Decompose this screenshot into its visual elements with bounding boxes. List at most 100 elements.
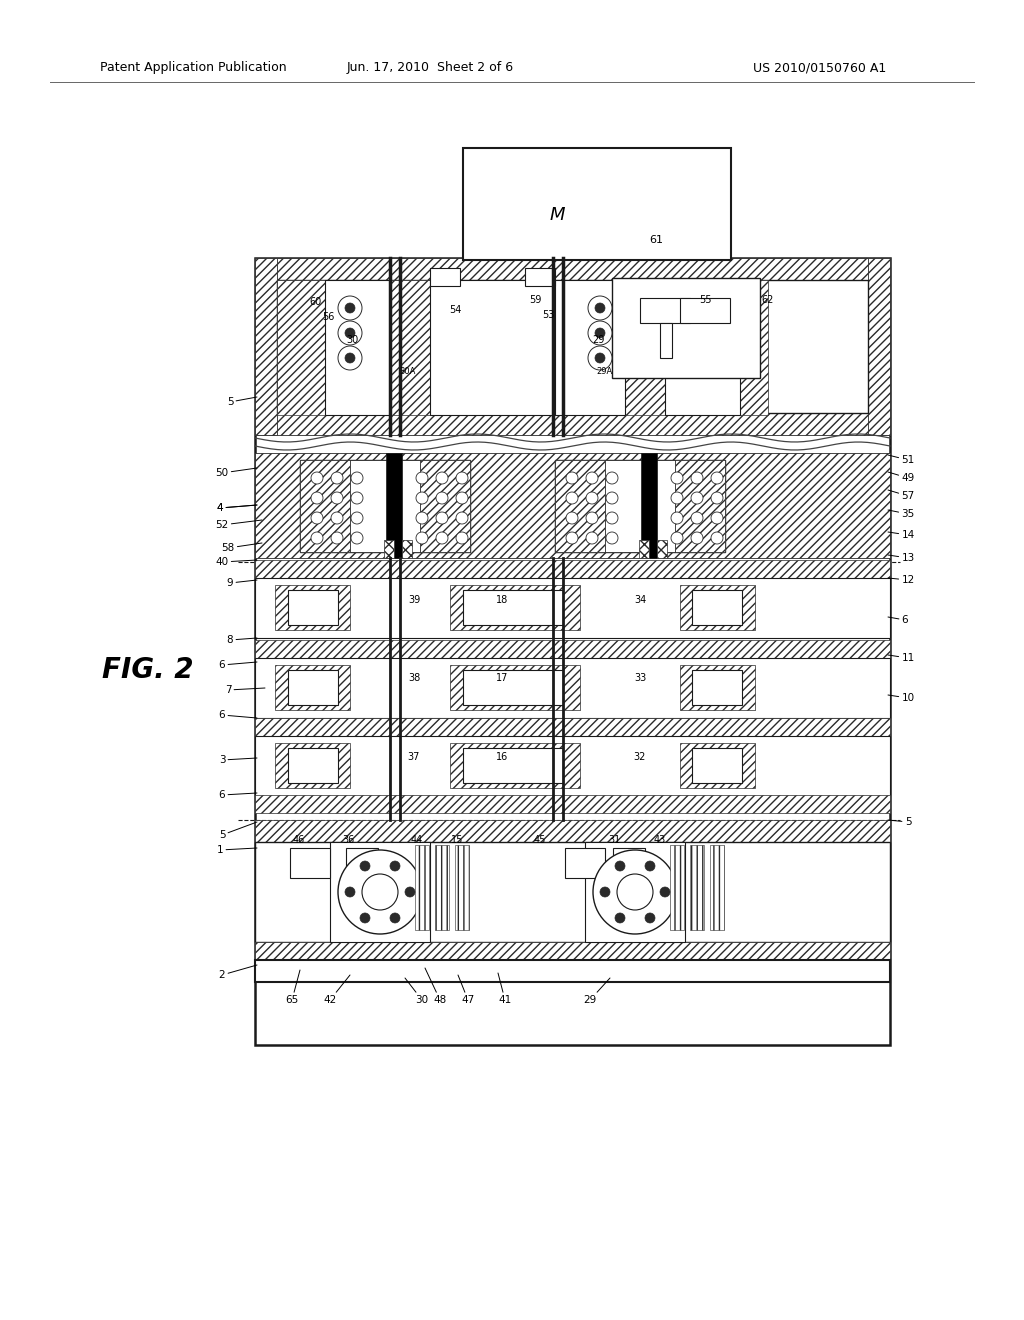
Text: 35: 35 — [888, 510, 914, 519]
Bar — [613, 847, 645, 878]
Bar — [555, 459, 605, 552]
Text: 30: 30 — [346, 335, 358, 345]
Text: 6: 6 — [219, 660, 257, 671]
Text: 12: 12 — [888, 576, 914, 585]
Text: 10: 10 — [888, 693, 914, 704]
Circle shape — [691, 512, 703, 524]
Circle shape — [586, 492, 598, 504]
Bar — [430, 280, 555, 414]
Text: 39: 39 — [408, 595, 420, 605]
Bar — [565, 847, 605, 878]
Bar — [657, 540, 667, 558]
Circle shape — [360, 861, 370, 871]
Text: 37: 37 — [408, 752, 420, 762]
Bar — [386, 453, 402, 558]
Bar — [612, 279, 760, 378]
Circle shape — [691, 532, 703, 544]
Text: 18: 18 — [496, 595, 508, 605]
Bar — [680, 298, 730, 323]
Bar — [255, 942, 890, 960]
Circle shape — [406, 887, 415, 898]
Bar — [384, 540, 394, 558]
Bar — [288, 590, 338, 624]
Bar — [639, 540, 649, 558]
Bar — [255, 453, 890, 558]
Circle shape — [606, 473, 618, 484]
Bar — [605, 459, 675, 552]
Circle shape — [671, 512, 683, 524]
Bar — [665, 280, 740, 414]
Circle shape — [345, 887, 355, 898]
Text: 8: 8 — [226, 635, 257, 645]
Text: 15: 15 — [451, 836, 463, 845]
Text: M: M — [549, 206, 564, 224]
Bar — [740, 280, 768, 414]
Text: 40: 40 — [215, 557, 257, 568]
Bar — [330, 842, 430, 942]
Bar — [430, 268, 460, 286]
Text: 47: 47 — [458, 975, 475, 1005]
Text: 32: 32 — [634, 752, 646, 762]
Bar — [275, 743, 350, 788]
Circle shape — [436, 512, 449, 524]
Circle shape — [588, 321, 612, 345]
Circle shape — [588, 346, 612, 370]
Circle shape — [691, 492, 703, 504]
Bar — [255, 560, 890, 578]
Text: 17: 17 — [496, 673, 508, 682]
Text: 29: 29 — [592, 335, 604, 345]
Circle shape — [338, 850, 422, 935]
Text: 16: 16 — [496, 752, 508, 762]
Bar — [463, 671, 563, 705]
Circle shape — [456, 492, 468, 504]
Circle shape — [671, 492, 683, 504]
Circle shape — [456, 473, 468, 484]
Circle shape — [660, 887, 670, 898]
Bar — [420, 459, 470, 552]
Bar — [525, 268, 555, 286]
Bar — [435, 845, 449, 931]
Bar — [300, 459, 470, 552]
Circle shape — [416, 492, 428, 504]
Circle shape — [331, 492, 343, 504]
Text: 1: 1 — [217, 845, 257, 855]
Bar — [390, 280, 430, 414]
Text: 29: 29 — [584, 978, 610, 1005]
Circle shape — [645, 913, 655, 923]
Bar — [278, 280, 868, 413]
Bar — [555, 280, 625, 414]
Circle shape — [586, 473, 598, 484]
Bar — [255, 795, 890, 813]
Text: 48: 48 — [425, 968, 446, 1005]
Text: 6: 6 — [888, 615, 908, 624]
Text: Patent Application Publication: Patent Application Publication — [100, 62, 287, 74]
Text: 7: 7 — [224, 685, 265, 696]
Bar — [868, 257, 890, 436]
Circle shape — [595, 327, 605, 338]
Text: 45: 45 — [534, 836, 546, 845]
Text: 59: 59 — [528, 294, 542, 305]
Circle shape — [311, 512, 323, 524]
Bar — [680, 743, 755, 788]
Circle shape — [566, 473, 578, 484]
Text: 61: 61 — [649, 235, 663, 244]
Circle shape — [338, 346, 362, 370]
Circle shape — [593, 850, 677, 935]
Text: 41: 41 — [498, 973, 512, 1005]
Bar — [255, 413, 890, 436]
Circle shape — [360, 913, 370, 923]
Bar — [692, 671, 742, 705]
Circle shape — [390, 913, 400, 923]
Bar — [325, 280, 390, 414]
Text: 56: 56 — [322, 312, 334, 322]
Text: 60: 60 — [310, 297, 323, 308]
Circle shape — [617, 874, 653, 909]
Bar — [625, 280, 665, 414]
Bar — [463, 748, 563, 783]
Circle shape — [338, 296, 362, 319]
Text: 31: 31 — [608, 836, 621, 845]
Bar — [255, 257, 890, 1045]
Bar — [415, 845, 429, 931]
Bar — [255, 657, 890, 718]
Bar — [585, 842, 685, 942]
